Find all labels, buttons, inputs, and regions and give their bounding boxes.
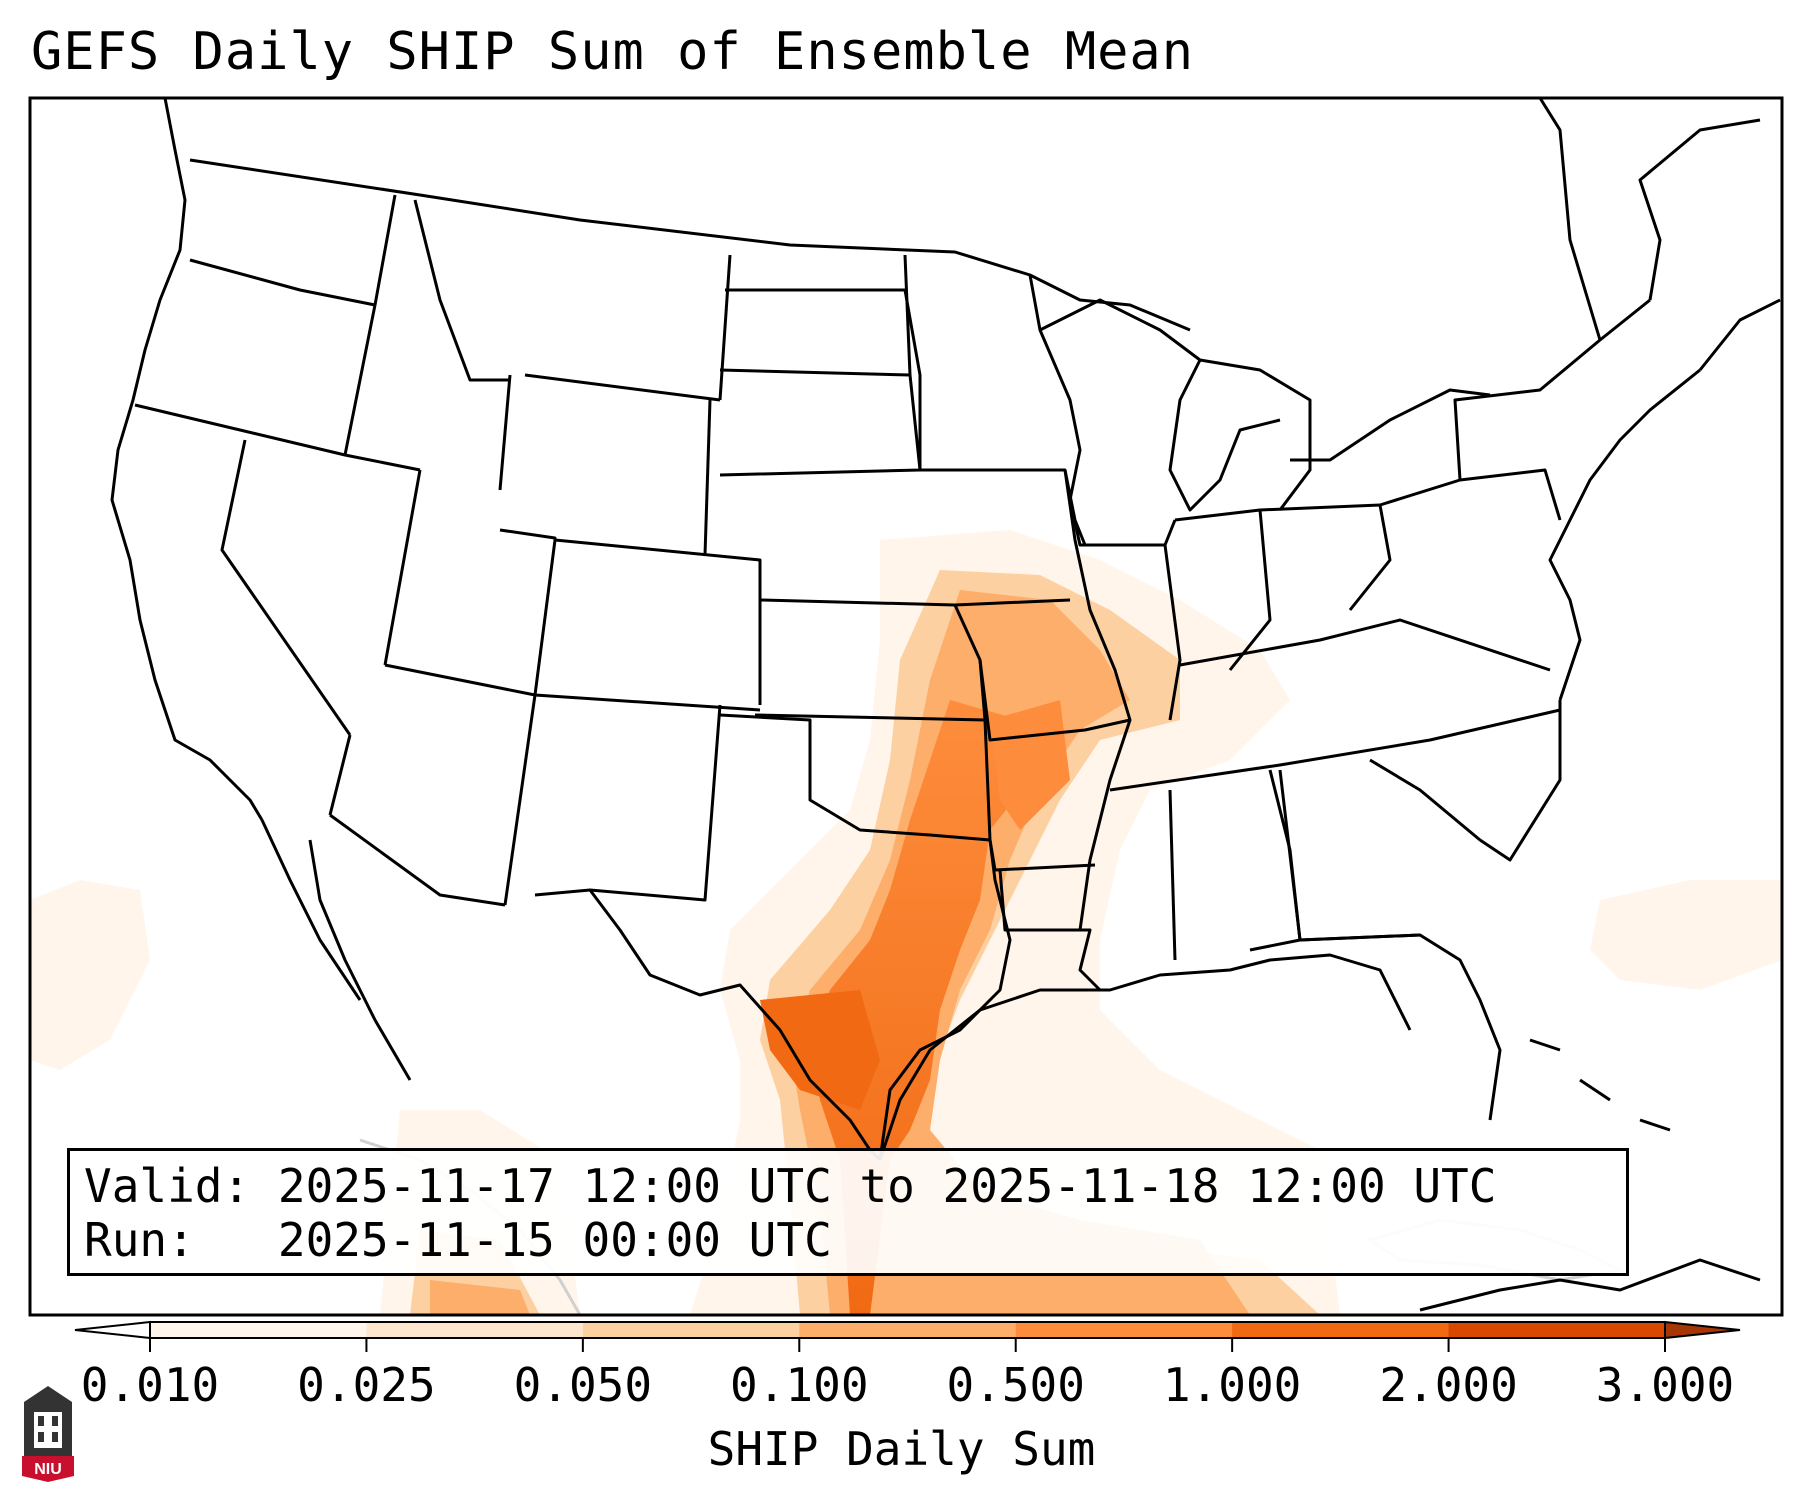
colorbar-segment <box>582 1322 800 1338</box>
colorbar-tick-label: 0.100 <box>730 1358 869 1412</box>
niu-logo: NIU <box>22 1386 74 1482</box>
colorbar-label: SHIP Daily Sum <box>707 1422 1096 1476</box>
colorbar-extend-min <box>74 1320 151 1340</box>
valid-text: 2025-11-17 12:00 UTC to 2025-11-18 12:00… <box>277 1159 1497 1213</box>
colorbar-segment <box>1015 1322 1233 1338</box>
colorbar-segment <box>1448 1322 1666 1338</box>
colorbar-tick-label: 0.025 <box>297 1358 436 1412</box>
colorbar-segment <box>799 1322 1017 1338</box>
colorbar-segment <box>150 1322 367 1338</box>
colorbar-segment <box>1232 1322 1450 1338</box>
colorbar <box>74 1320 1741 1352</box>
colorbar-tick-label: 0.050 <box>513 1358 653 1412</box>
map-title: GEFS Daily SHIP Sum of Ensemble Mean <box>31 22 1195 82</box>
colorbar-tick-label: 0.500 <box>946 1358 1085 1412</box>
logo-text: NIU <box>34 1461 62 1478</box>
colorbar-tick-label: 1.000 <box>1162 1358 1302 1412</box>
valid-label: Valid: <box>84 1159 251 1213</box>
run-text: 2025-11-15 00:00 UTC <box>277 1213 832 1267</box>
colorbar-extend-max <box>1664 1320 1741 1340</box>
colorbar-tick-label: 2.000 <box>1379 1358 1518 1412</box>
colorbar-tick-label: 0.010 <box>80 1358 220 1412</box>
colorbar-tick-label: 3.000 <box>1595 1358 1735 1412</box>
colorbar-segment <box>366 1322 584 1338</box>
map-frame <box>28 96 1784 1317</box>
state-boundaries <box>110 98 1781 1312</box>
run-label: Run: <box>84 1213 195 1267</box>
info-box: Valid: 2025-11-17 12:00 UTC to 2025-11-1… <box>67 1148 1629 1276</box>
